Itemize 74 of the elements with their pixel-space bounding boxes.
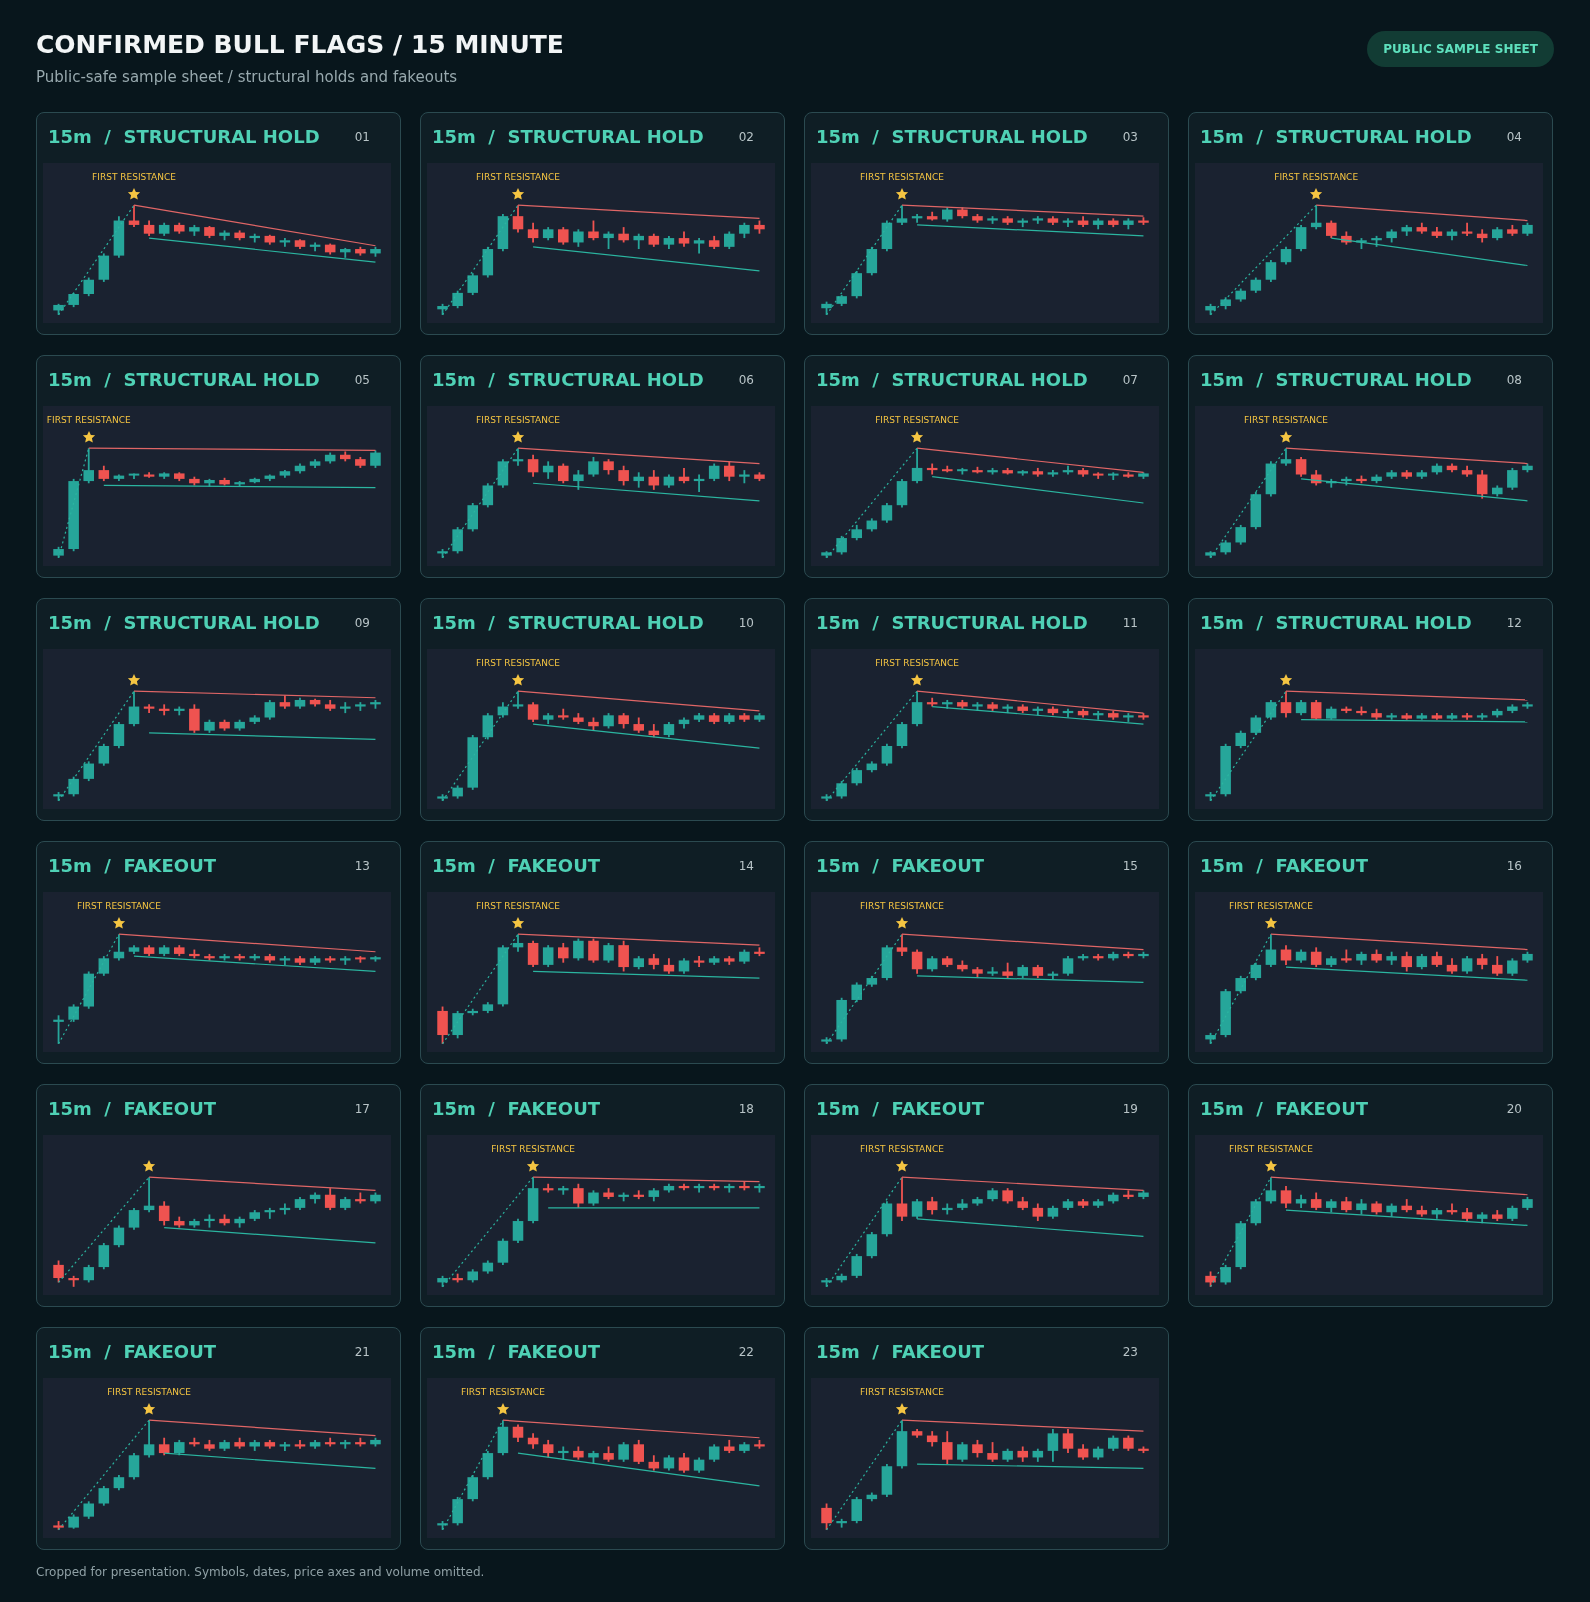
text: FIRST RESISTANCE bbox=[875, 415, 959, 427]
text: FIRST RESISTANCE bbox=[1244, 415, 1328, 427]
chart-subtitle: 11 bbox=[1122, 616, 1138, 630]
text: FIRST RESISTANCE bbox=[46, 415, 131, 427]
text: FIRST RESISTANCE bbox=[1228, 1144, 1313, 1156]
chart-subtitle: 06 bbox=[738, 373, 754, 387]
chart-subtitle: 16 bbox=[1506, 859, 1522, 873]
chart-subtitle: 09 bbox=[354, 616, 370, 630]
text: FIRST RESISTANCE bbox=[860, 1387, 944, 1399]
text: FIRST RESISTANCE bbox=[875, 658, 959, 670]
chart-title: 15m / FAKEOUT bbox=[1200, 855, 1369, 876]
chart-subtitle: 03 bbox=[1122, 130, 1138, 144]
text: FIRST RESISTANCE bbox=[460, 1387, 545, 1399]
chart-subtitle: 20 bbox=[1506, 1102, 1522, 1116]
chart-title: 15m / FAKEOUT bbox=[816, 855, 985, 876]
text: FIRST RESISTANCE bbox=[860, 172, 944, 184]
chart-title: 15m / STRUCTURAL HOLD bbox=[48, 612, 320, 633]
chart-title: 15m / FAKEOUT bbox=[432, 855, 601, 876]
text: CONFIRMED BULL FLAGS / 15 MINUTE bbox=[36, 30, 564, 59]
text: FIRST RESISTANCE bbox=[76, 901, 161, 913]
chart-subtitle: 22 bbox=[738, 1345, 754, 1359]
chart-title: 15m / STRUCTURAL HOLD bbox=[816, 369, 1088, 390]
chart-title: 15m / STRUCTURAL HOLD bbox=[48, 369, 320, 390]
chart-title: 15m / FAKEOUT bbox=[816, 1341, 985, 1362]
chart-title: 15m / FAKEOUT bbox=[816, 1098, 985, 1119]
chart-subtitle: 01 bbox=[354, 130, 370, 144]
text: Cropped for presentation. Symbols, dates, price axes and volume omitted. bbox=[36, 1565, 485, 1579]
text: FIRST RESISTANCE bbox=[476, 658, 560, 670]
candlestick bbox=[739, 470, 750, 484]
text: FIRST RESISTANCE bbox=[1228, 901, 1313, 913]
chart-subtitle: 12 bbox=[1506, 616, 1522, 630]
text: FIRST RESISTANCE bbox=[92, 172, 176, 184]
chart-title: 15m / STRUCTURAL HOLD bbox=[1200, 126, 1472, 147]
text: FIRST RESISTANCE bbox=[476, 172, 560, 184]
text: FIRST RESISTANCE bbox=[476, 415, 560, 427]
chart-title: 15m / STRUCTURAL HOLD bbox=[432, 369, 704, 390]
candlestick bbox=[339, 702, 351, 714]
chart-title: 15m / STRUCTURAL HOLD bbox=[1200, 612, 1472, 633]
text: Public-safe sample sheet / structural holds and fakeouts bbox=[36, 68, 458, 86]
candlestick bbox=[68, 1275, 79, 1287]
text: FIRST RESISTANCE bbox=[860, 901, 944, 913]
chart-title: 15m / STRUCTURAL HOLD bbox=[816, 126, 1088, 147]
chart-subtitle: 04 bbox=[1506, 130, 1522, 144]
chart-subtitle: 05 bbox=[354, 373, 370, 387]
chart-subtitle: 13 bbox=[354, 859, 370, 873]
text: FIRST RESISTANCE bbox=[476, 901, 560, 913]
chart-subtitle: 07 bbox=[1122, 373, 1138, 387]
chart-title: 15m / STRUCTURAL HOLD bbox=[432, 612, 704, 633]
text: PUBLIC SAMPLE SHEET bbox=[1367, 31, 1554, 67]
chart-subtitle: 14 bbox=[738, 859, 754, 873]
chart-title: 15m / STRUCTURAL HOLD bbox=[1200, 369, 1472, 390]
text: FIRST RESISTANCE bbox=[107, 1387, 191, 1399]
chart-subtitle: 19 bbox=[1122, 1102, 1138, 1116]
chart-title: 15m / FAKEOUT bbox=[432, 1341, 601, 1362]
chart-subtitle: 23 bbox=[1122, 1345, 1138, 1359]
chart-subtitle: 15 bbox=[1122, 859, 1138, 873]
text: FIRST RESISTANCE bbox=[491, 1144, 575, 1156]
chart-title: 15m / STRUCTURAL HOLD bbox=[432, 126, 704, 147]
chart-title: 15m / STRUCTURAL HOLD bbox=[816, 612, 1088, 633]
chart-title: 15m / FAKEOUT bbox=[1200, 1098, 1369, 1119]
chart-subtitle: 08 bbox=[1506, 373, 1522, 387]
chart-subtitle: 17 bbox=[354, 1102, 370, 1116]
chart-title: 15m / FAKEOUT bbox=[48, 1341, 217, 1362]
chart-subtitle: 21 bbox=[354, 1345, 370, 1359]
text: FIRST RESISTANCE bbox=[860, 1144, 944, 1156]
chart-title: 15m / FAKEOUT bbox=[48, 855, 217, 876]
chart-subtitle: 18 bbox=[738, 1102, 754, 1116]
text: FIRST RESISTANCE bbox=[1274, 172, 1359, 184]
chart-title: 15m / FAKEOUT bbox=[432, 1098, 601, 1119]
candlestick bbox=[355, 1192, 366, 1204]
chart-title: 15m / STRUCTURAL HOLD bbox=[48, 126, 320, 147]
chart-title: 15m / FAKEOUT bbox=[48, 1098, 217, 1119]
chart-subtitle: 02 bbox=[738, 130, 754, 144]
chart-subtitle: 10 bbox=[738, 616, 754, 630]
